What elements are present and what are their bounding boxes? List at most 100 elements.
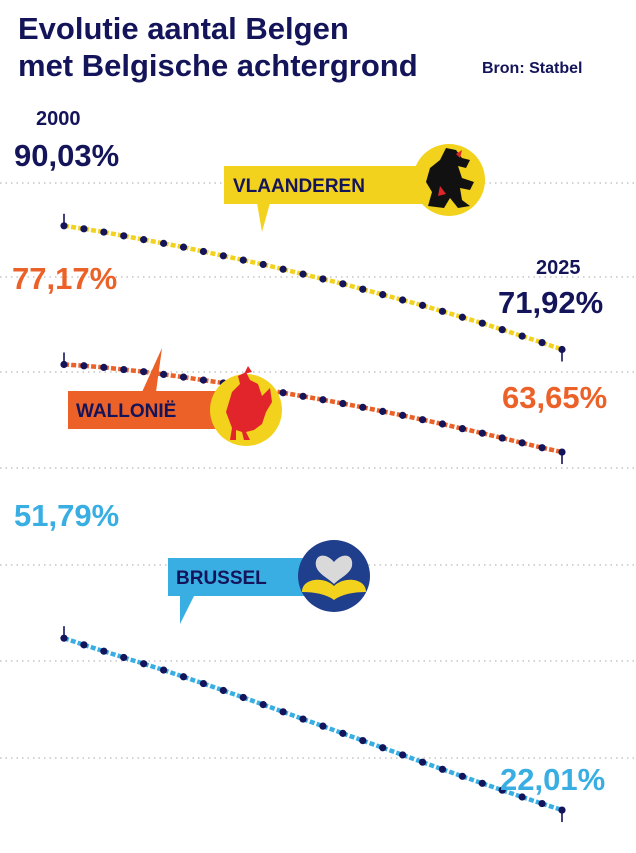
title-line-1: Evolutie aantal Belgen [18, 11, 349, 46]
data-point [279, 708, 287, 716]
data-point [558, 448, 566, 456]
data-point [498, 434, 506, 442]
data-point [418, 416, 427, 424]
data-point [279, 265, 287, 273]
data-point [558, 345, 566, 354]
data-point [100, 647, 108, 655]
data-point [239, 693, 247, 702]
end-value-label-brussel: 22,01% [500, 762, 605, 797]
data-point [100, 228, 108, 236]
data-point [259, 260, 267, 269]
data-point [219, 252, 227, 260]
callout-pointer-brussel [180, 596, 194, 624]
data-point [199, 247, 208, 256]
series-layer: 2000 90,03% 2025 71,92% 77,17% 63,65% 51,79% 22… [12, 108, 607, 823]
data-point [538, 444, 546, 452]
start-value-label-brussel: 51,79% [14, 498, 119, 533]
brussels-iris-icon [298, 540, 370, 612]
data-point [179, 243, 188, 251]
data-point [418, 301, 427, 309]
data-point [379, 407, 387, 415]
data-point [299, 715, 307, 723]
data-point [199, 679, 208, 688]
data-point [438, 420, 447, 428]
data-point [458, 313, 466, 321]
callout-pointer-vlaanderen [257, 203, 270, 232]
data-point [518, 439, 526, 447]
series-name-vlaanderen: VLAANDEREN [233, 176, 365, 197]
title-line-2: met Belgische achtergrond [18, 48, 418, 83]
data-point [80, 641, 88, 649]
flemish-lion-icon [413, 144, 485, 216]
end-value-label-vlaanderen: 71,92% [498, 285, 603, 320]
data-point [518, 793, 526, 801]
data-point [100, 363, 108, 371]
data-point [538, 338, 546, 347]
data-point [518, 332, 526, 340]
data-point [160, 666, 168, 674]
data-point [140, 368, 148, 376]
start-value-label-vlaanderen: 90,03% [14, 138, 119, 173]
data-point [339, 729, 347, 737]
data-point [379, 291, 387, 299]
data-point [60, 634, 68, 642]
data-point [319, 275, 327, 283]
data-point [140, 236, 148, 244]
callout-wallonie: WALLONIË [68, 348, 282, 446]
data-point [339, 280, 347, 288]
data-point [478, 779, 486, 787]
data-point [120, 653, 128, 662]
data-point [458, 425, 466, 433]
data-point [179, 373, 188, 381]
data-point [359, 285, 367, 293]
data-point [359, 403, 367, 411]
data-point [80, 362, 88, 370]
source-label: Bron: Statbel [482, 60, 583, 77]
x-label-start: 2000 [36, 108, 81, 130]
callout-pointer-wallonie [142, 348, 162, 392]
callout-box-wallonie [68, 391, 228, 429]
callout-box-brussel [168, 558, 310, 596]
data-point [299, 392, 307, 400]
data-point [498, 786, 506, 794]
callout-box-vlaanderen [224, 166, 430, 204]
data-point [399, 296, 407, 304]
data-point [120, 232, 128, 240]
data-point [379, 744, 387, 752]
data-point [160, 370, 168, 379]
series-vlaanderen [60, 213, 566, 362]
data-point [478, 319, 486, 327]
series-name-wallonie: WALLONIË [76, 401, 176, 422]
data-point [199, 376, 208, 384]
callout-brussel: BRUSSEL [168, 540, 370, 624]
data-point [438, 765, 447, 773]
end-value-label-wallonie: 63,65% [502, 380, 607, 415]
data-point [558, 806, 566, 814]
start-value-label-wallonie: 77,17% [12, 261, 117, 296]
chart-title: Evolutie aantal Belgen met Belgische ach… [18, 10, 418, 84]
data-point [498, 326, 506, 334]
data-point [160, 239, 168, 247]
data-point [60, 222, 68, 230]
data-point [418, 758, 427, 766]
data-point [438, 307, 447, 315]
data-point [399, 411, 407, 419]
data-point [319, 722, 327, 730]
data-point [279, 389, 287, 397]
data-point [359, 737, 367, 745]
data-point [239, 256, 247, 264]
data-point [299, 270, 307, 278]
walloon-rooster-icon [210, 366, 282, 446]
data-point [319, 396, 327, 404]
data-point [140, 660, 148, 668]
data-point [80, 225, 88, 233]
data-point [399, 751, 407, 759]
data-point [259, 700, 267, 709]
data-point [538, 799, 546, 808]
data-point [478, 429, 486, 437]
data-point [179, 673, 188, 681]
data-point [458, 772, 466, 780]
data-point [339, 399, 347, 408]
x-label-end: 2025 [536, 257, 581, 279]
